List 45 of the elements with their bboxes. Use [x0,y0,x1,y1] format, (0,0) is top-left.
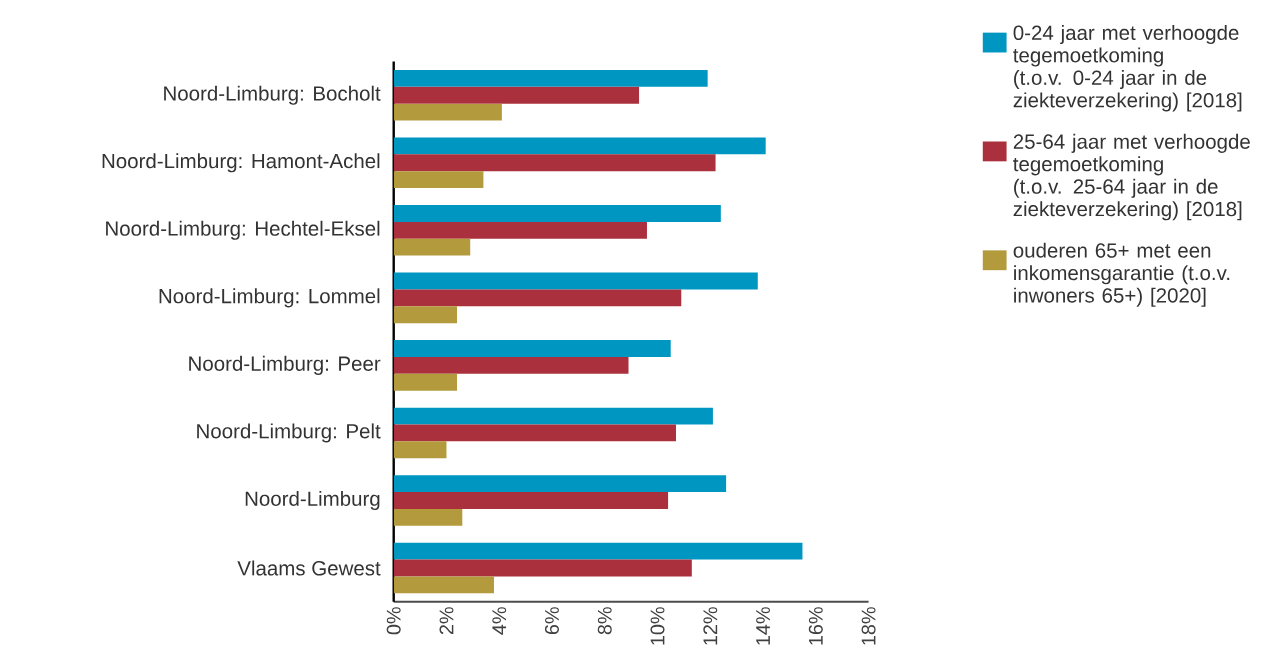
y-tick-label: Noord-Limburg: Bocholt [164,85,381,106]
x-tick-label: 18% [861,607,876,645]
bar [393,137,766,155]
bar [393,492,669,510]
bar [393,374,458,391]
y-tick-label: Noord-Limburg [245,491,380,511]
bar [393,306,458,324]
bar [393,171,484,189]
bar [393,222,647,239]
bar [393,272,758,290]
x-tick-label: 8% [597,607,612,635]
bar [393,87,640,104]
bar [393,542,803,560]
bar [393,559,692,577]
bar [393,289,682,307]
y-tick-label: Noord-Limburg: Hechtel-Eksel [106,221,380,241]
bar [393,205,721,223]
x-tick-label: 16% [808,607,823,645]
bar [393,103,502,121]
x-tick-label: 2% [439,607,454,635]
legend-label: 25-64 jaar met verhoogde tegemoetkoming (t.o.v. 25-64 jaar in de ziekteverzekering) [2018] [1013,134,1250,221]
bar [393,424,676,442]
bar [393,357,629,375]
bar [393,340,671,358]
x-tick-label: 12% [703,607,718,645]
y-tick-label: Noord-Limburg: Hamont-Achel [102,153,380,173]
bar [393,475,727,493]
bar [393,576,494,594]
x-tick-label: 6% [544,607,560,635]
bar [393,407,713,425]
y-tick-label: Noord-Limburg: Lommel [159,288,380,308]
bar [393,238,471,256]
legend-label: ouderen 65+ met een inkomensgarantie (t.o.v. inwoners 65+) [2020] [1013,242,1230,307]
x-tick-label: 14% [756,607,770,645]
bar [393,441,447,459]
x-tick-label: 10% [650,607,665,645]
legend-label: 0-24 jaar met verhoogde tegemoetkoming (t.o.v. 0-24 jaar in de ziekteverzekering) [2018] [1013,25,1242,112]
y-tick-label: Noord-Limburg: Peer [189,356,381,376]
y-tick-label: Vlaams Gewest [237,560,381,576]
y-tick-label: Noord-Limburg: Pelt [197,423,381,443]
x-tick-label: 0% [386,607,401,635]
bar [393,70,708,88]
bar [393,154,716,172]
x-tick-label: 4% [492,607,507,635]
bar [393,509,463,526]
